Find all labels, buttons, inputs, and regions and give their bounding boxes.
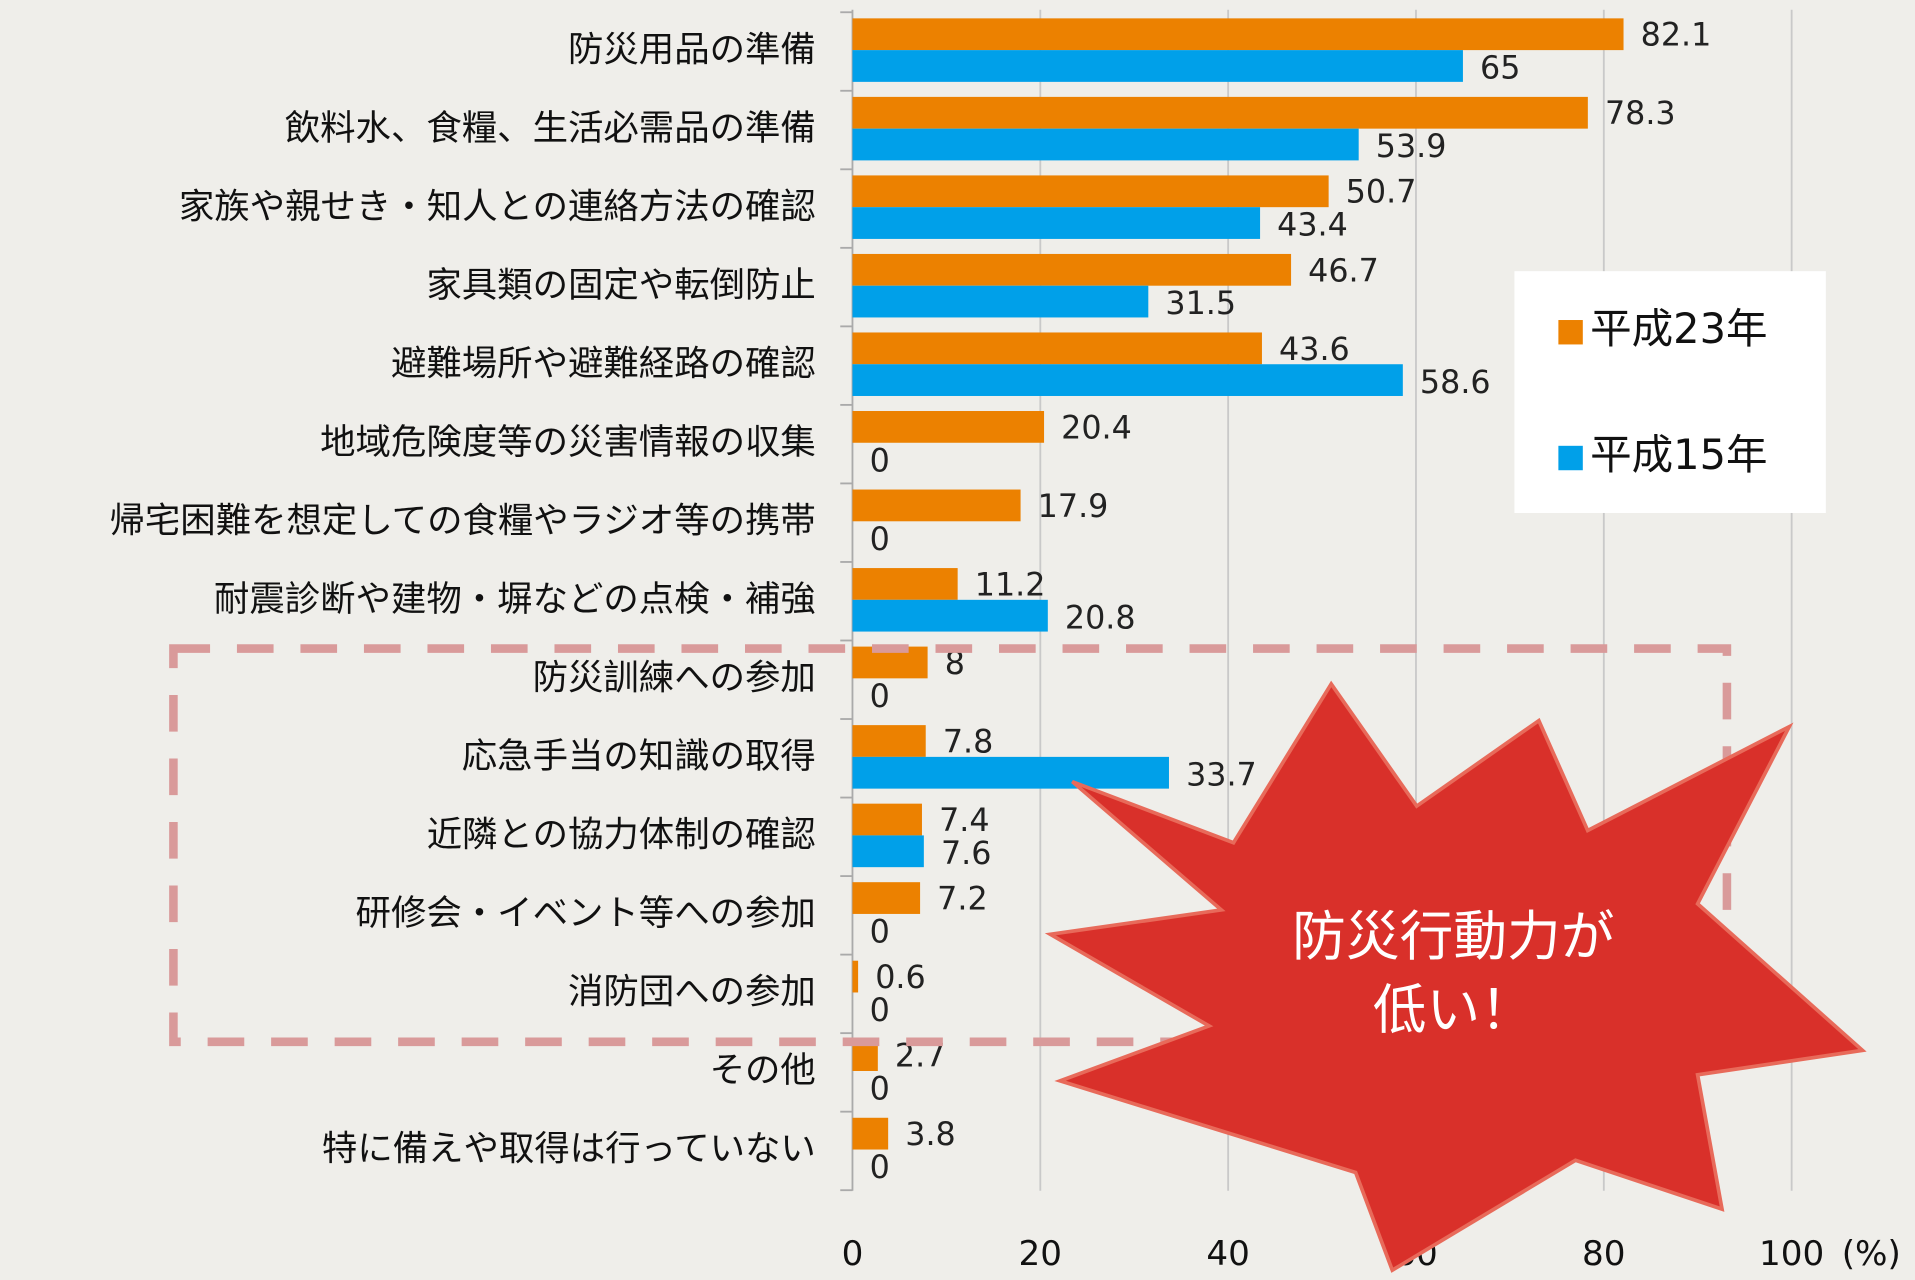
bar [852,882,921,914]
bar [852,835,924,868]
legend-box [1514,271,1826,513]
bar [852,364,1403,396]
value-label: 33.7 [1186,757,1257,793]
value-label: 7.8 [943,724,994,760]
value-label: 20.4 [1061,410,1132,446]
annotation: 低い！ [1373,978,1534,1041]
bar [852,207,1261,239]
value-label: 0 [870,679,890,715]
y-tick-label: 近隣との協力体制の確認 [427,815,816,856]
bar [852,568,958,600]
y-tick-label: 消防団への参加 [568,972,816,1013]
value-label: 7.6 [941,836,992,872]
value-label: 31.5 [1165,286,1236,322]
y-tick-label: 防災訓練への参加 [533,658,816,699]
value-label: 0 [870,993,890,1029]
x-tick-label: 0 [842,1234,864,1274]
x-tick-label: 100 [1759,1234,1824,1274]
value-label: 58.6 [1420,365,1491,401]
y-tick-label: 家族や親せき・知人との連絡方法の確認 [179,186,816,227]
value-label: 65 [1480,51,1520,87]
value-label: 43.4 [1277,208,1348,244]
value-label: 7.4 [939,803,990,839]
bar [852,803,922,836]
y-tick-label: 特に備えや取得は行っていない [322,1129,816,1170]
value-label: 8 [945,646,965,682]
bar [852,1117,889,1150]
bar [852,725,926,757]
value-label: 0.6 [875,960,926,996]
value-label: 53.9 [1376,129,1447,165]
y-tick-label: 耐震診断や建物・塀などの点検・補強 [214,579,816,620]
bar [852,489,1021,522]
value-label: 50.7 [1346,175,1417,211]
bar [852,332,1262,365]
y-tick-label: 避難場所や避難経路の確認 [391,343,816,384]
legend-label: 平成15年 [1590,430,1767,479]
y-tick-label: 家具類の固定や転倒防止 [426,265,815,306]
annotation: 防災行動力が [1292,905,1614,968]
value-label: 0 [870,522,890,558]
bar [852,175,1329,208]
y-tick-label: 防災用品の準備 [568,29,816,70]
value-label: 0 [870,914,890,950]
bar [852,411,1045,443]
bar [852,128,1359,161]
bar [852,960,859,993]
bar [852,756,1169,789]
value-label: 11.2 [975,567,1046,603]
value-label: 17.9 [1038,489,1109,525]
value-label: 3.8 [905,1117,956,1153]
value-label: 20.8 [1065,600,1136,636]
y-tick-label: 地域危険度等の災害情報の収集 [320,422,816,463]
starburst [1044,680,1867,1273]
y-tick-label: 応急手当の知識の取得 [462,736,816,777]
legend-label: 平成23年 [1590,304,1767,353]
bar [852,96,1588,129]
value-label: 78.3 [1605,96,1676,132]
bar [852,50,1463,82]
legend-swatch [1558,445,1583,471]
y-tick-label: 飲料水、食糧、生活必需品の準備 [285,108,816,149]
bar [852,599,1048,632]
bar [852,285,1149,318]
value-label: 82.1 [1641,18,1712,54]
y-tick-label: 帰宅困難を想定しての食糧やラジオ等の携帯 [109,501,815,542]
value-label: 46.7 [1308,253,1379,289]
value-label: 0 [870,1150,890,1186]
x-tick-label: 40 [1206,1234,1250,1274]
value-label: 0 [870,1072,890,1108]
value-label: 0 [870,443,890,479]
x-tick-label: 80 [1582,1234,1626,1274]
bar [852,253,1292,286]
x-tick-label: 20 [1019,1234,1063,1274]
legend-swatch [1558,320,1583,345]
value-label: 43.6 [1279,332,1350,368]
plot: 020406080100(%)防災用品の準備82.165飲料水、食糧、生活必需品… [109,9,1901,1274]
bar [852,18,1624,51]
y-tick-label: その他 [710,1050,816,1091]
value-label: 7.2 [937,882,988,918]
x-unit: (%) [1842,1234,1901,1274]
y-tick-label: 研修会・イベント等への参加 [356,893,816,934]
